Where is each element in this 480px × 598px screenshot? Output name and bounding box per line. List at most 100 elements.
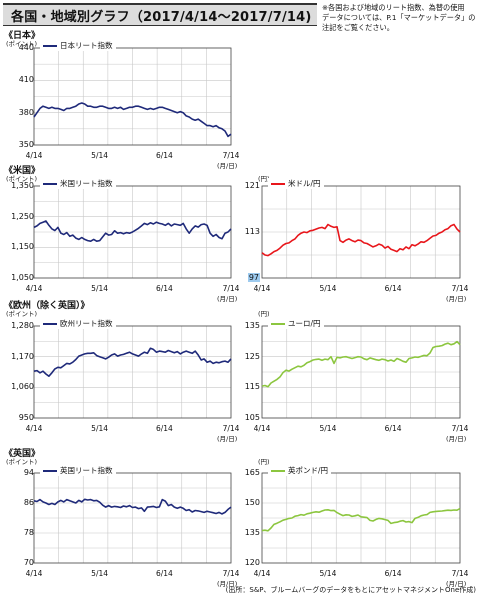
x-tick-label: 7/14 [451, 284, 469, 293]
x-tick-label: 6/14 [155, 424, 173, 433]
y-tick-label: 950 [18, 413, 34, 422]
y-tick-label: 1,060 [11, 382, 34, 392]
x-tick-label: 7/14 [222, 151, 240, 160]
y-tick-label: 1,280 [11, 321, 34, 330]
y-tick-label: 135 [244, 528, 260, 537]
legend-label: ユーロ/円 [288, 319, 321, 328]
y-tick-label: 125 [244, 351, 260, 361]
report-title: 各国・地域別グラフ（2017/4/14～2017/7/14) [11, 10, 312, 25]
unit-point-japan: (ポイント) [6, 40, 38, 48]
x-tick-label: 5/14 [319, 569, 337, 578]
x-tick-label: 6/14 [155, 284, 173, 293]
x-tick-label: 5/14 [91, 569, 109, 578]
x-tick-label: 6/14 [155, 151, 173, 160]
note-line: ※各国および地域のリート指数、為替の使用 [322, 3, 465, 12]
x-tick-label: 5/14 [319, 424, 337, 433]
series-line [33, 347, 232, 378]
y-tick-label: 410 [18, 75, 34, 85]
series-line [261, 223, 461, 257]
y-tick-label: 1,350 [11, 181, 34, 190]
series-line [261, 507, 461, 532]
report-title-box: 各国・地域別グラフ（2017/4/14～2017/7/14) [3, 3, 317, 26]
legend-swatch [271, 182, 285, 185]
legend: 英国リート指数 [40, 465, 116, 476]
x-tick-label: 4/14 [25, 284, 43, 293]
series-line [33, 102, 232, 138]
plot-area [33, 185, 232, 279]
unit-point-us: (ポイント) [6, 175, 38, 183]
plot-frame [33, 472, 232, 564]
y-tick-label: 380 [18, 107, 34, 117]
y-tick-label: 350 [18, 140, 34, 149]
note-line: 注記をご覧ください。 [322, 23, 394, 32]
x-tick-label: 7/14 [222, 569, 240, 578]
legend: 日本リート指数 [40, 40, 116, 51]
x-tick-label: 4/14 [25, 151, 43, 160]
x-tick-label: 5/14 [91, 284, 109, 293]
x-tick-label: 7/14 [222, 284, 240, 293]
x-tick-label: 5/14 [319, 284, 337, 293]
y-tick-label: 135 [244, 321, 260, 330]
plot-frame [33, 47, 232, 146]
note-text: ※各国および地域のリート指数、為替の使用 データについては、P.1「マーケットデ… [322, 3, 478, 33]
x-tick-label: 7/14 [451, 424, 469, 433]
legend-swatch [271, 469, 285, 472]
x-tick-label: 4/14 [253, 424, 271, 433]
x-axis-unit: (月/日) [217, 435, 238, 443]
legend: 米国リート指数 [40, 178, 116, 189]
legend-label: 英国リート指数 [60, 466, 113, 475]
x-tick-label: 4/14 [25, 569, 43, 578]
plot-area [33, 47, 232, 146]
legend-label: 日本リート指数 [60, 41, 113, 50]
plot-frame [261, 325, 461, 419]
y-tick-label: 1,050 [11, 273, 34, 282]
x-axis-unit: (月/日) [217, 162, 238, 170]
source-note: (出所：S&P、ブルームバーグのデータをもとにアセットマネジメントOne作成) [225, 586, 476, 594]
y-tick-label: 1,150 [11, 242, 34, 252]
x-tick-label: 4/14 [253, 569, 271, 578]
plot-frame [261, 472, 461, 564]
y-tick-label: 120 [244, 558, 260, 567]
x-axis-unit: (月/日) [446, 295, 467, 303]
unit-point-eu: (ポイント) [6, 310, 38, 318]
legend-swatch [43, 44, 57, 47]
x-axis-unit: (月/日) [217, 580, 238, 588]
y-tick-label: 94 [23, 468, 34, 477]
legend-swatch [43, 182, 57, 185]
unit-yen-gbp: (円) [258, 458, 270, 466]
x-tick-label: 5/14 [91, 151, 109, 160]
y-tick-label: 105 [244, 413, 260, 422]
legend-label: 米ドル/円 [288, 179, 321, 188]
y-tick-label: 1,170 [11, 351, 34, 361]
x-tick-label: 6/14 [384, 569, 402, 578]
plot-area [33, 472, 232, 564]
y-tick-label: 121 [244, 181, 260, 190]
y-tick-label: 70 [23, 558, 34, 567]
x-tick-label: 7/14 [451, 569, 469, 578]
unit-yen-usd: (円) [258, 175, 270, 183]
y-tick-label: 150 [244, 498, 260, 507]
y-tick-label: 165 [244, 468, 260, 477]
plot-area [33, 325, 232, 419]
plot-area [261, 325, 461, 419]
legend-label: 米国リート指数 [60, 179, 113, 188]
section-title-uk: 《英国》 [4, 449, 41, 459]
x-tick-label: 7/14 [222, 424, 240, 433]
x-tick-label: 4/14 [253, 284, 271, 293]
legend: 欧州リート指数 [40, 318, 116, 329]
x-tick-label: 5/14 [91, 424, 109, 433]
x-axis-unit: (月/日) [446, 435, 467, 443]
section-title-us: 《米国》 [4, 166, 41, 176]
series-line [33, 498, 232, 515]
y-tick-label: 113 [244, 227, 260, 236]
y-tick-label: 440 [18, 43, 34, 52]
legend: 英ポンド/円 [268, 465, 332, 476]
section-title-japan: 《日本》 [4, 31, 41, 41]
unit-yen-eur: (円) [258, 310, 270, 318]
y-tick-label: 78 [23, 528, 34, 537]
y-tick-label: 86 [23, 498, 34, 507]
y-tick-label: 1,250 [11, 211, 34, 221]
legend-swatch [43, 322, 57, 325]
x-axis-unit: (月/日) [217, 295, 238, 303]
legend: 米ドル/円 [268, 178, 324, 189]
